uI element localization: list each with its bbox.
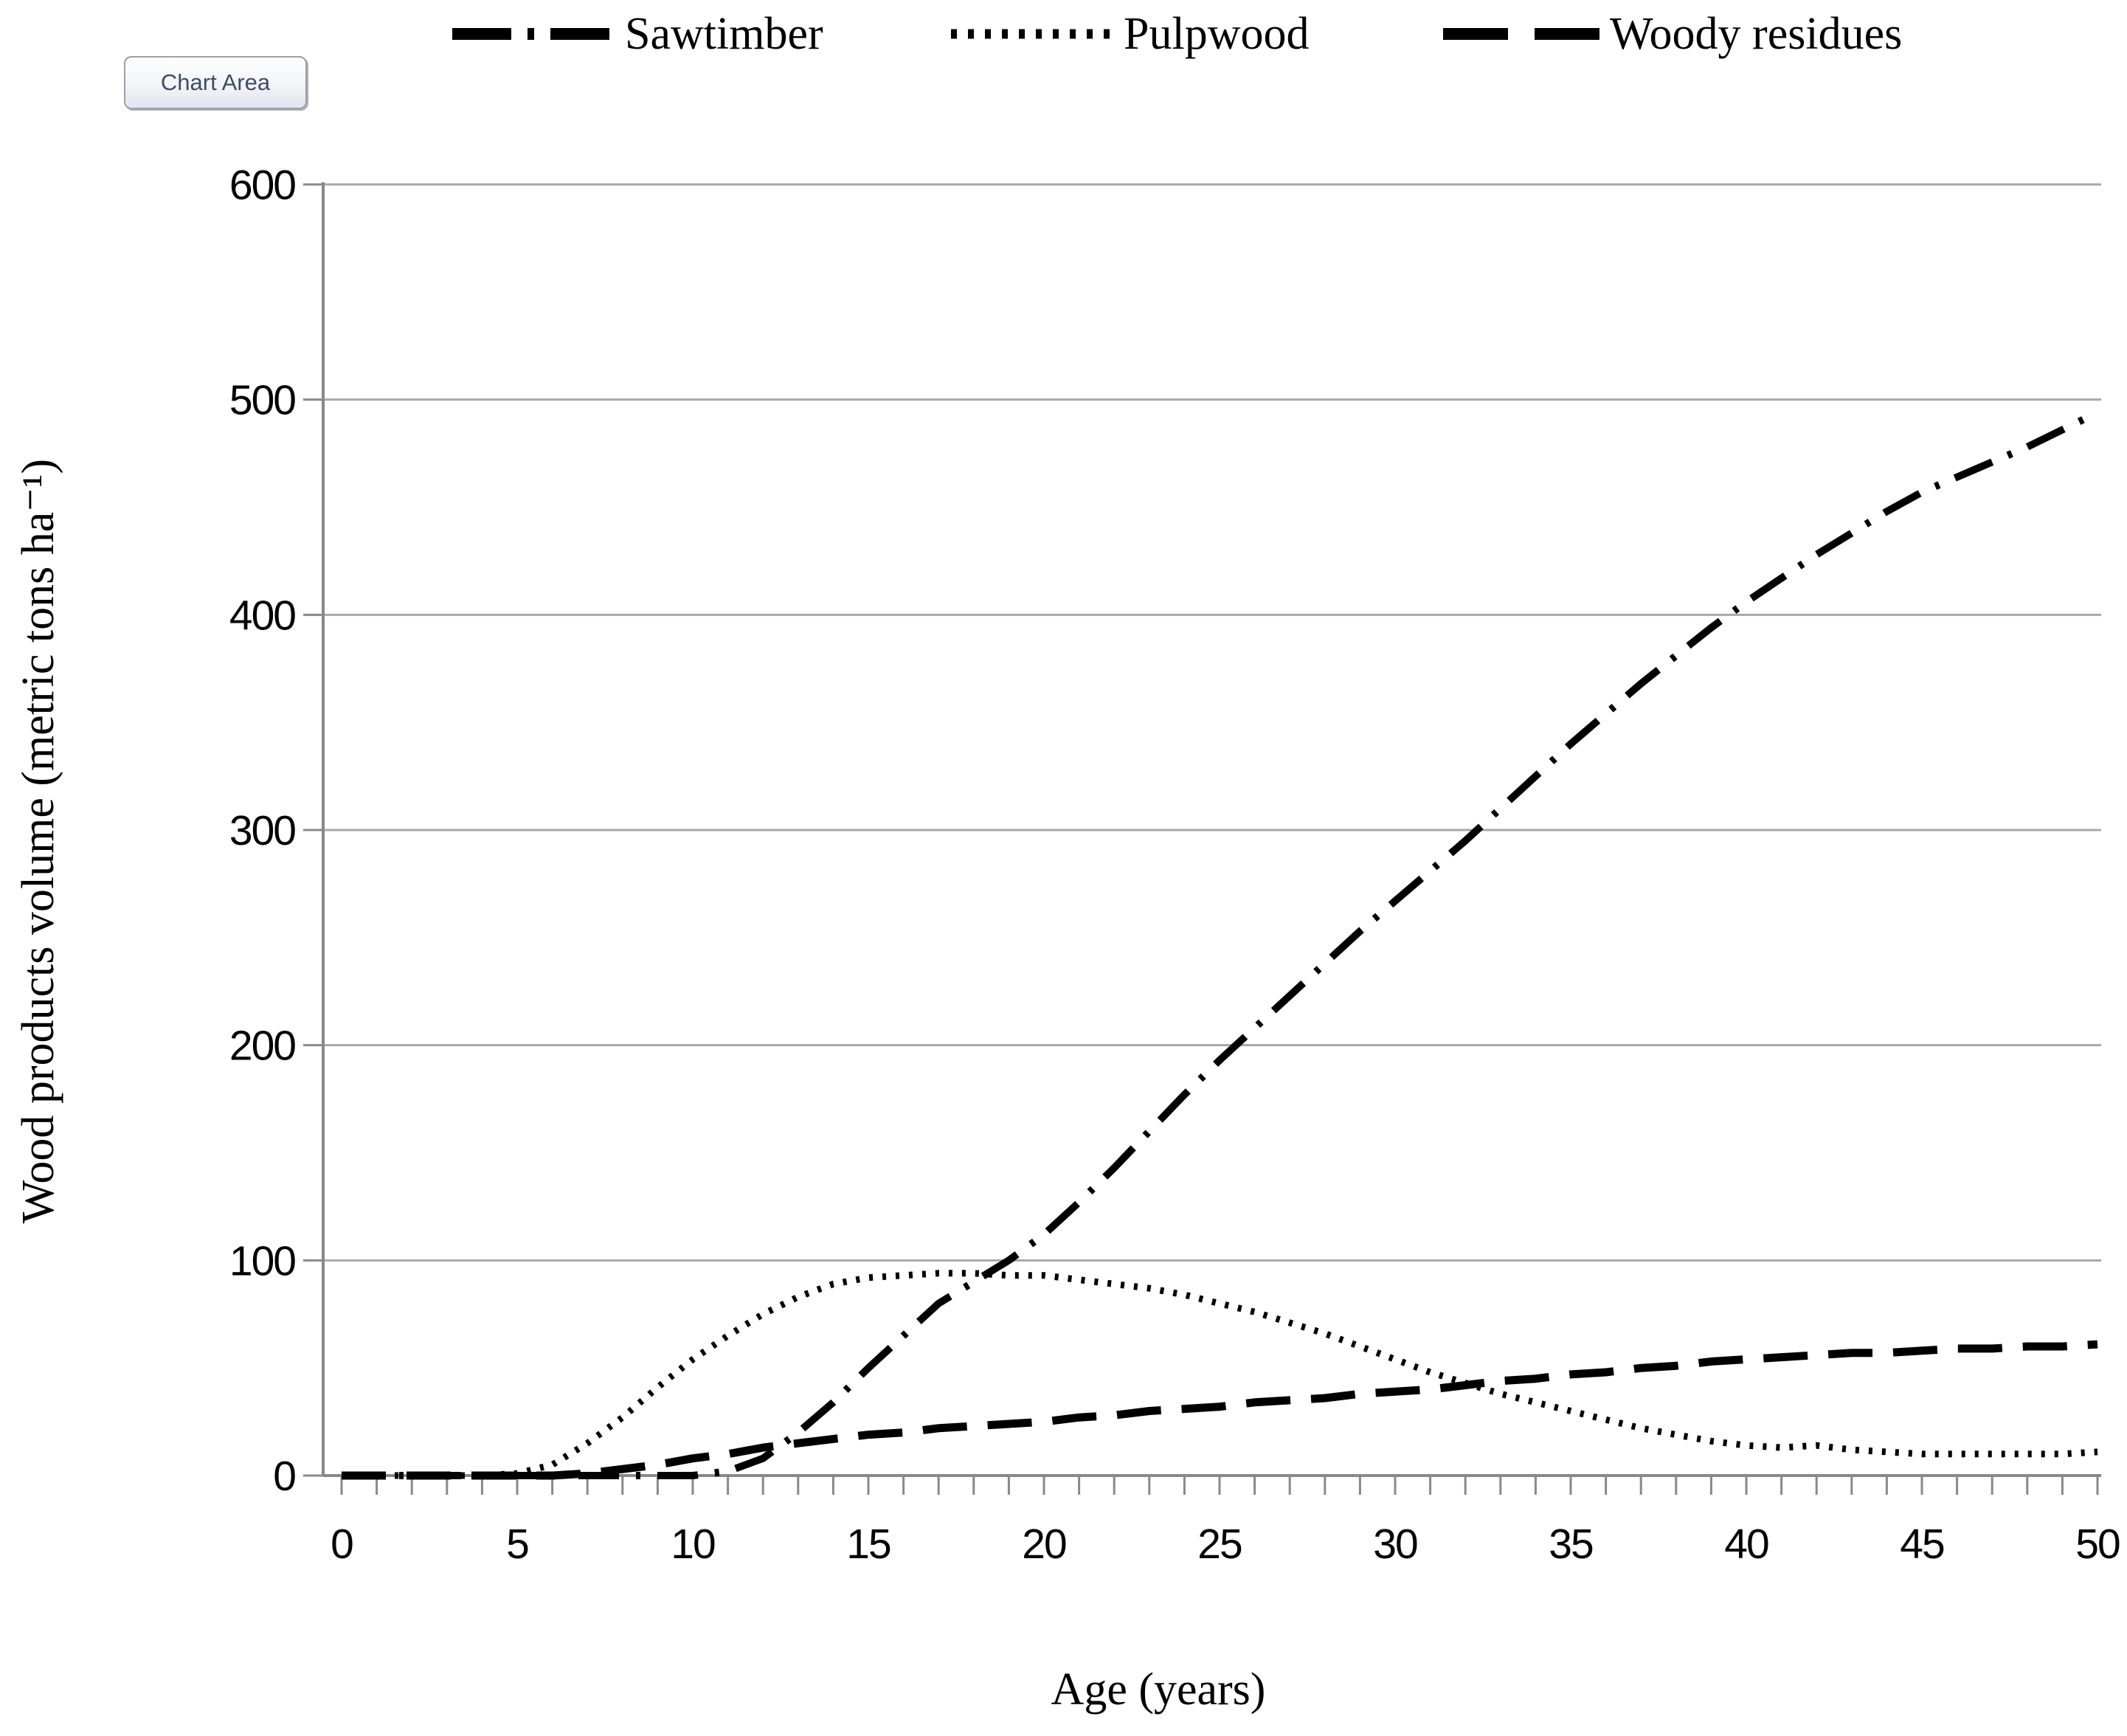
x-tick-label-10: 10 [671, 1521, 715, 1568]
woody-residues-dash-swatch-icon [1443, 28, 1599, 40]
y-tick-label-0: 0 [273, 1453, 295, 1500]
y-tick-label-400: 400 [229, 592, 295, 639]
series-line-woody-residues[interactable] [342, 1340, 2098, 1480]
x-tick-label-0: 0 [331, 1521, 353, 1568]
chart-area-tooltip: Chart Area [124, 56, 307, 109]
legend-item-sawtimber[interactable]: Sawtimber [452, 9, 823, 59]
y-tick-label-100: 100 [229, 1237, 295, 1284]
legend-item-woody-residues[interactable]: Woody residues [1443, 9, 1903, 59]
x-tick-label-50: 50 [2075, 1521, 2120, 1568]
y-tick-label-300: 300 [229, 807, 295, 854]
x-tick-label-15: 15 [846, 1521, 890, 1568]
tick-labels-layer: 0 100 200 300 400 500 600 0 5 10 15 20 25 30 35 40 45 50 [229, 162, 2121, 1568]
y-tick-label-500: 500 [229, 377, 295, 424]
x-tick-label-20: 20 [1022, 1521, 1066, 1568]
y-tick-label-200: 200 [229, 1023, 295, 1070]
legend-label-pulpwood: Pulpwood [1124, 9, 1310, 59]
sawtimber-dash-dot-swatch-icon [452, 28, 615, 40]
y-axis-title: Wood products volume (metric tons ha⁻¹) [13, 459, 63, 1223]
legend-label-sawtimber: Sawtimber [625, 9, 823, 59]
series-line-pulpwood[interactable] [342, 1270, 2098, 1479]
x-tick-label-5: 5 [506, 1521, 528, 1568]
x-tick-label-30: 30 [1373, 1521, 1417, 1568]
x-tick-label-45: 45 [1900, 1521, 1944, 1568]
pulpwood-dotted-swatch-icon [951, 29, 1113, 39]
series-layer [342, 409, 2100, 1480]
y-tick-label-600: 600 [229, 162, 295, 209]
chart-area-tooltip-label: Chart Area [160, 69, 271, 95]
x-tick-label-40: 40 [1724, 1521, 1768, 1568]
axes-layer [303, 182, 2101, 1495]
x-tick-label-25: 25 [1197, 1521, 1242, 1568]
legend-item-pulpwood[interactable]: Pulpwood [951, 9, 1310, 59]
gridlines-layer [323, 183, 2101, 1262]
legend-label-woody-residues: Woody residues [1610, 9, 1903, 59]
series-line-sawtimber[interactable] [342, 409, 2100, 1479]
x-tick-label-35: 35 [1549, 1521, 1593, 1568]
x-axis-title: Age (years) [1051, 1664, 1266, 1715]
